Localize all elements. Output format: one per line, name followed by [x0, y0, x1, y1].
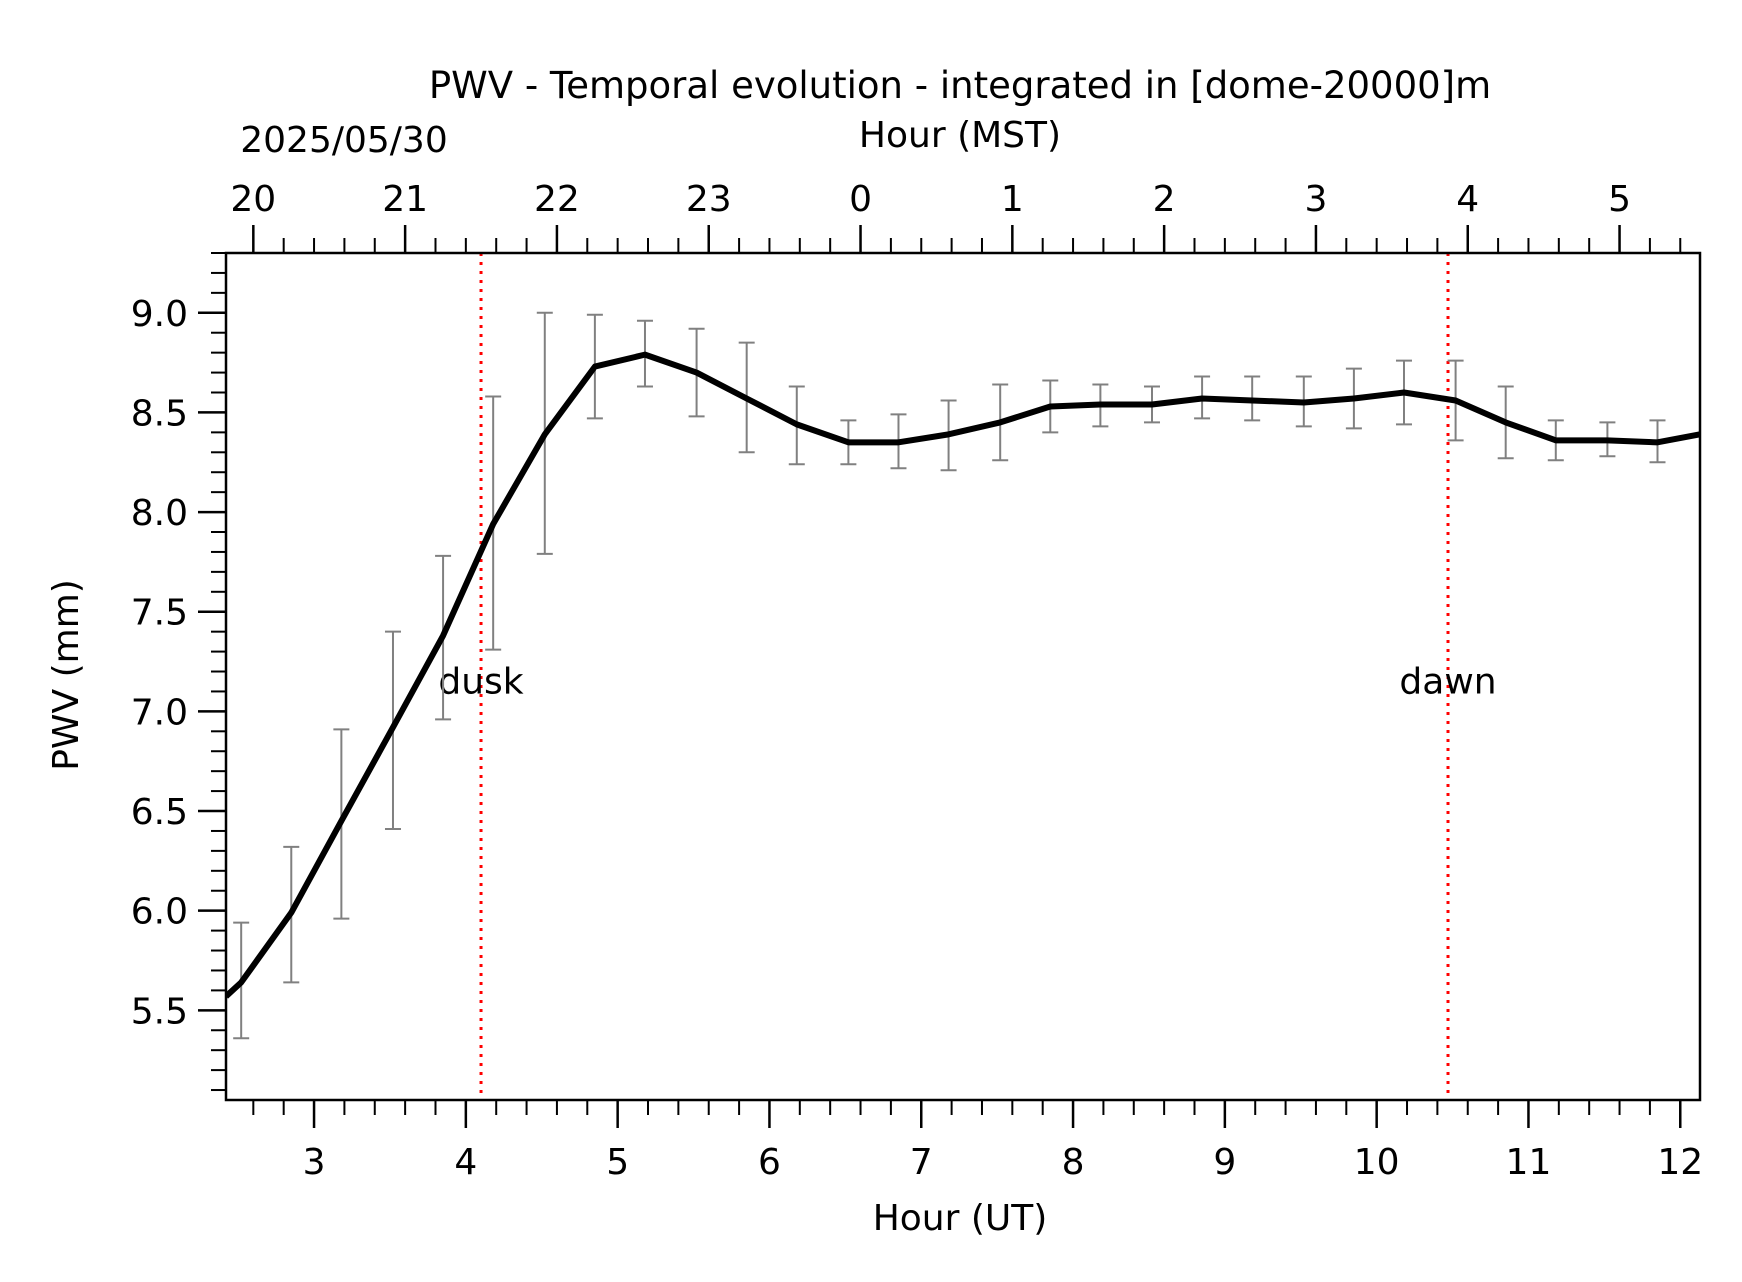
y-tick-label: 9.0	[131, 294, 188, 335]
x-tick-label: 4	[454, 1142, 477, 1183]
top-axis-label: Hour (MST)	[859, 115, 1061, 156]
x-tick-label: 12	[1657, 1142, 1703, 1183]
x-tick-label: 10	[1354, 1142, 1400, 1183]
y-tick-label: 8.5	[131, 393, 188, 434]
plot-frame	[224, 251, 1702, 1102]
date-label: 2025/05/30	[240, 120, 448, 161]
events-layer: dusk dawn	[438, 253, 1497, 1100]
y-axis-label: PWV (mm)	[46, 579, 87, 771]
x-tick-label: 9	[1213, 1142, 1236, 1183]
top-tick-label: 2	[1153, 179, 1176, 220]
top-tick-label: 3	[1304, 179, 1327, 220]
top-tick-label: 0	[849, 179, 872, 220]
x-tick-label: 6	[758, 1142, 781, 1183]
y-tick-label: 6.5	[131, 792, 188, 833]
top-tick-label: 22	[534, 179, 580, 220]
y-tick-label: 8.0	[131, 493, 188, 534]
x-tick-label: 7	[910, 1142, 933, 1183]
dawn-label: dawn	[1399, 661, 1496, 702]
x-tick-label: 8	[1062, 1142, 1085, 1183]
y-tick-label: 6.0	[131, 892, 188, 933]
top-tick-label: 23	[686, 179, 732, 220]
chart-title: PWV - Temporal evolution - integrated in…	[429, 64, 1491, 107]
top-tick-label: 5	[1608, 179, 1631, 220]
series-layer	[226, 351, 1700, 999]
y-tick-label: 7.5	[131, 593, 188, 634]
y-tick-label: 7.0	[131, 692, 188, 733]
y-tick-label: 5.5	[131, 991, 188, 1032]
top-tick-label: 1	[1001, 179, 1024, 220]
x-tick-label: 3	[303, 1142, 326, 1183]
dusk-label: dusk	[438, 661, 523, 702]
x-tick-label: 5	[606, 1142, 629, 1183]
top-tick-label: 21	[382, 179, 428, 220]
top-tick-label: 20	[230, 179, 276, 220]
pwv-series-line	[226, 351, 1700, 999]
x-axis-label: Hour (UT)	[873, 1198, 1048, 1239]
top-tick-label: 4	[1456, 179, 1479, 220]
x-tick-label: 11	[1506, 1142, 1552, 1183]
